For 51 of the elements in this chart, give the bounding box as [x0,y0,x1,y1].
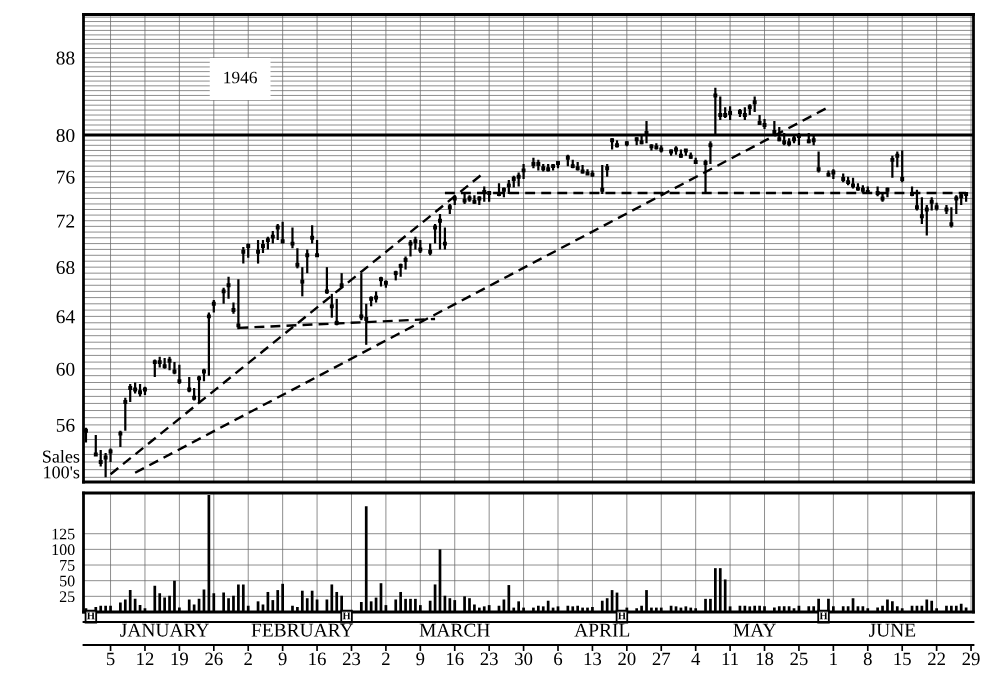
x-tick-label: 12 [137,652,154,666]
x-tick-label: 26 [205,652,223,666]
y-tick-label: 25 [59,591,75,603]
x-tick-label: 29 [962,652,980,666]
y-tick-label: 50 [60,575,75,587]
x-tick-label: 16 [447,652,464,666]
y-axis-title: Sales 100's [43,449,80,479]
x2-tick-label: MARCH [419,623,490,637]
x2-tick-label: FEBRUARY [251,623,354,637]
x-tick-label: 6 [554,652,563,666]
x2-tick-label: JANUARY [120,623,209,637]
y-tick-label: 80 [56,128,75,143]
x-tick-label: 9 [278,652,287,666]
x2-tick-label: JUNE [869,623,916,637]
annotation: H [87,612,95,620]
y-tick-label: 56 [56,418,75,432]
annotation: H [342,612,351,620]
y-tick-label: 125 [52,528,75,540]
x-tick-label: 19 [171,652,188,666]
x-tick-label: 18 [756,652,774,666]
y-tick-label: 75 [60,560,75,571]
x-tick-label: 13 [584,652,602,666]
x-tick-label: 2 [382,652,390,666]
x-tick-label: 27 [652,652,671,666]
x-tick-label: 1 [830,652,837,666]
x-tick-label: 23 [480,652,498,666]
x-tick-label: 25 [790,652,808,666]
annotation: 1946 [224,71,257,84]
x-tick-label: 16 [309,652,326,666]
x-tick-label: 5 [106,652,115,666]
y-tick-label: 76 [57,170,75,184]
x-tick-label: 23 [342,652,361,666]
x-tick-label: 2 [244,652,252,666]
y-tick-label: 64 [56,310,75,324]
x-tick-label: 20 [618,652,636,666]
y-tick-label: 88 [56,51,75,65]
x2-tick-label: MAY [733,623,776,637]
y-tick-label: 100 [52,544,75,556]
x-tick-label: 15 [894,652,911,666]
x-tick-label: 9 [416,652,425,666]
x-tick-label: 8 [863,652,872,666]
y-tick-label: 60 [56,362,75,376]
annotation: H [618,612,626,620]
x-tick-label: 11 [722,652,738,666]
x2-tick-label: APRIL [574,623,630,637]
y-tick-label: 68 [56,260,75,275]
x-tick-label: 22 [928,652,945,666]
annotation: H [819,612,828,620]
x-tick-label: 30 [515,652,533,666]
y-tick-label: 72 [57,214,75,228]
x-tick-label: 4 [691,652,701,666]
